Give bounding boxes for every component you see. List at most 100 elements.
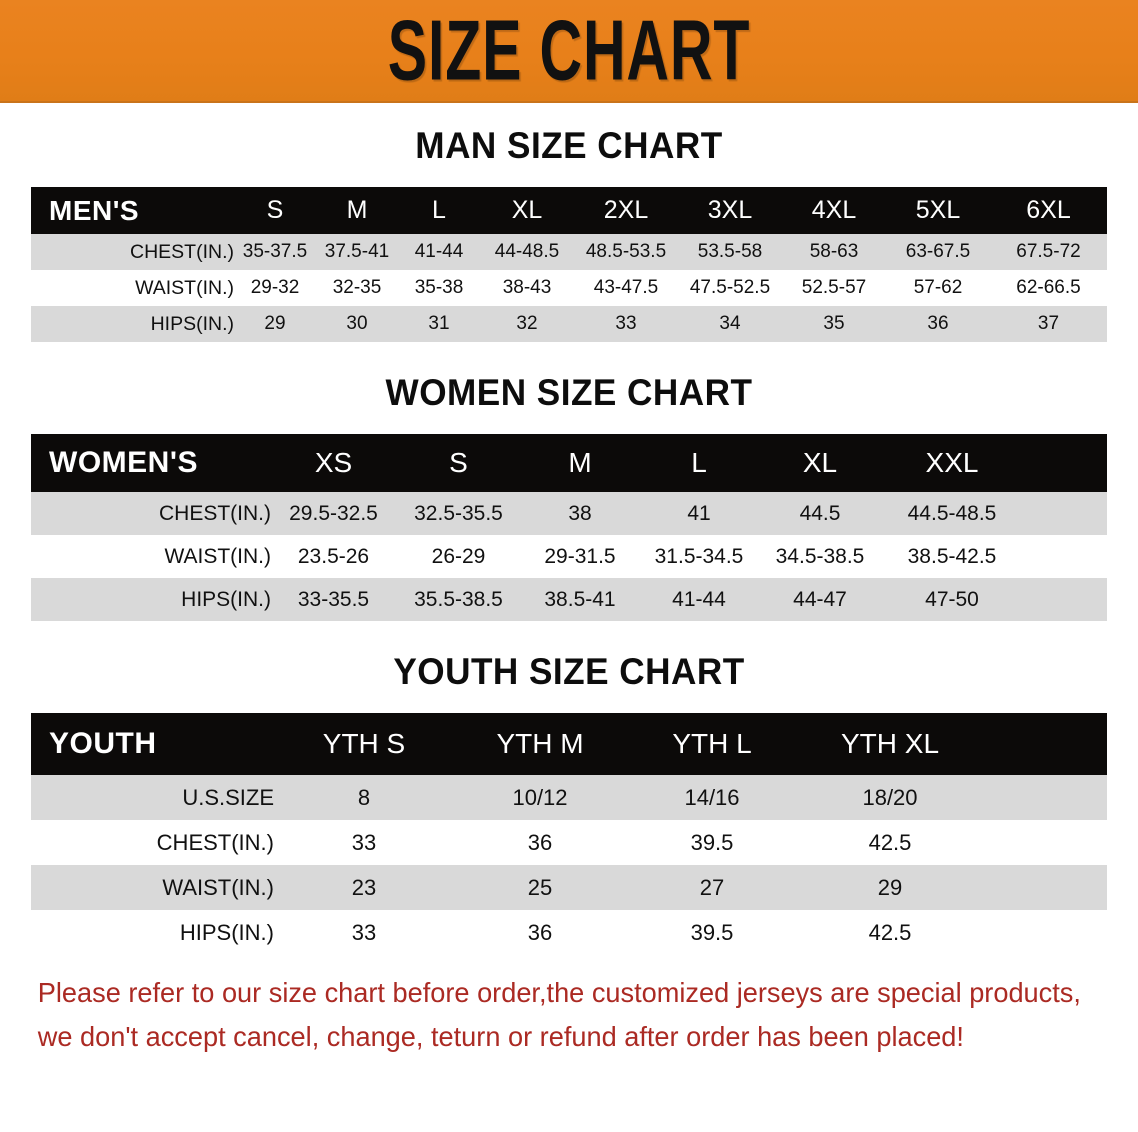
man-waist-m: 32-35 [316, 270, 398, 306]
women-size-header-m: M [521, 434, 639, 492]
man-size-header-xl: XL [480, 187, 574, 234]
man-waist-3xl: 47.5-52.5 [678, 270, 782, 306]
man-section-title: MAN SIZE CHART [415, 125, 723, 166]
table-row: CHEST(IN.) 29.5-32.5 32.5-35.5 38 41 44.… [31, 492, 1107, 535]
youth-ussize-s: 8 [274, 775, 454, 820]
table-row: U.S.SIZE 8 10/12 14/16 18/20 [31, 775, 1107, 820]
man-size-header-3xl: 3XL [678, 187, 782, 234]
man-category-label: MEN'S [31, 187, 234, 234]
youth-hips-s: 33 [274, 910, 454, 955]
table-row: WAIST(IN.) 29-32 32-35 35-38 38-43 43-47… [31, 270, 1107, 306]
youth-size-header-s: YTH S [274, 713, 454, 775]
man-hips-xl: 32 [480, 306, 574, 342]
page-title: SIZE CHART [387, 3, 751, 98]
women-row-label-chest: CHEST(IN.) [31, 492, 271, 535]
women-category-label: WOMEN'S [31, 434, 271, 492]
footer-line-1: Please refer to our size chart before or… [37, 977, 1081, 1008]
man-table-header-row: MEN'S S M L XL 2XL 3XL 4XL 5XL 6XL [31, 187, 1107, 234]
women-hips-xs: 33-35.5 [271, 578, 396, 621]
youth-hips-xl: 42.5 [798, 910, 982, 955]
women-waist-xl: 34.5-38.5 [759, 535, 881, 578]
table-row: HIPS(IN.) 33-35.5 35.5-38.5 38.5-41 41-4… [31, 578, 1107, 621]
man-chest-2xl: 48.5-53.5 [574, 234, 678, 270]
man-row-label-hips: HIPS(IN.) [31, 306, 234, 342]
man-chest-l: 41-44 [398, 234, 480, 270]
youth-row-spacer [982, 820, 1107, 865]
women-waist-xxl: 38.5-42.5 [881, 535, 1023, 578]
women-row-label-hips: HIPS(IN.) [31, 578, 271, 621]
man-chest-xl: 44-48.5 [480, 234, 574, 270]
youth-table-header-row: YOUTH YTH S YTH M YTH L YTH XL [31, 713, 1107, 775]
man-hips-s: 29 [234, 306, 316, 342]
women-chest-m: 38 [521, 492, 639, 535]
man-chest-4xl: 58-63 [782, 234, 886, 270]
man-hips-2xl: 33 [574, 306, 678, 342]
women-chest-xs: 29.5-32.5 [271, 492, 396, 535]
youth-ussize-xl: 18/20 [798, 775, 982, 820]
youth-chest-s: 33 [274, 820, 454, 865]
women-section-title: WOMEN SIZE CHART [385, 372, 753, 413]
women-size-header-xxl: XXL [881, 434, 1023, 492]
youth-header-spacer [982, 713, 1107, 775]
women-row-spacer [1023, 578, 1107, 621]
youth-waist-m: 25 [454, 865, 626, 910]
man-chest-6xl: 67.5-72 [990, 234, 1107, 270]
youth-row-label-us-size: U.S.SIZE [31, 775, 274, 820]
man-hips-m: 30 [316, 306, 398, 342]
women-size-header-l: L [639, 434, 759, 492]
youth-section-title: YOUTH SIZE CHART [393, 651, 745, 692]
man-chest-5xl: 63-67.5 [886, 234, 990, 270]
man-chest-s: 35-37.5 [234, 234, 316, 270]
man-row-label-waist: WAIST(IN.) [31, 270, 234, 306]
youth-row-spacer [982, 775, 1107, 820]
man-chest-m: 37.5-41 [316, 234, 398, 270]
youth-row-label-chest: CHEST(IN.) [31, 820, 274, 865]
youth-hips-m: 36 [454, 910, 626, 955]
women-hips-l: 41-44 [639, 578, 759, 621]
women-waist-l: 31.5-34.5 [639, 535, 759, 578]
youth-ussize-l: 14/16 [626, 775, 798, 820]
youth-row-spacer [982, 910, 1107, 955]
page-banner: SIZE CHART [0, 0, 1138, 103]
youth-chest-m: 36 [454, 820, 626, 865]
youth-chest-l: 39.5 [626, 820, 798, 865]
women-table-header-row: WOMEN'S XS S M L XL XXL [31, 434, 1107, 492]
women-chest-xl: 44.5 [759, 492, 881, 535]
footer-disclaimer: Please refer to our size chart before or… [30, 971, 1081, 1059]
man-waist-6xl: 62-66.5 [990, 270, 1107, 306]
women-hips-s: 35.5-38.5 [396, 578, 521, 621]
man-hips-4xl: 35 [782, 306, 886, 342]
man-hips-l: 31 [398, 306, 480, 342]
women-size-header-s: S [396, 434, 521, 492]
table-row: CHEST(IN.) 33 36 39.5 42.5 [31, 820, 1107, 865]
women-header-spacer [1023, 434, 1107, 492]
man-row-label-chest: CHEST(IN.) [31, 234, 234, 270]
youth-chest-xl: 42.5 [798, 820, 982, 865]
youth-size-header-xl: YTH XL [798, 713, 982, 775]
man-size-header-m: M [316, 187, 398, 234]
table-row: CHEST(IN.) 35-37.5 37.5-41 41-44 44-48.5… [31, 234, 1107, 270]
man-size-header-5xl: 5XL [886, 187, 990, 234]
man-waist-xl: 38-43 [480, 270, 574, 306]
youth-hips-l: 39.5 [626, 910, 798, 955]
women-hips-xxl: 47-50 [881, 578, 1023, 621]
man-size-header-6xl: 6XL [990, 187, 1107, 234]
table-row: WAIST(IN.) 23.5-26 26-29 29-31.5 31.5-34… [31, 535, 1107, 578]
footer-line-2: we don't accept cancel, change, teturn o… [37, 1021, 964, 1052]
women-size-table: WOMEN'S XS S M L XL XXL CHEST(IN.) 29.5-… [31, 434, 1107, 621]
man-waist-2xl: 43-47.5 [574, 270, 678, 306]
table-row: WAIST(IN.) 23 25 27 29 [31, 865, 1107, 910]
man-waist-4xl: 52.5-57 [782, 270, 886, 306]
man-hips-3xl: 34 [678, 306, 782, 342]
youth-size-table: YOUTH YTH S YTH M YTH L YTH XL U.S.SIZE … [31, 713, 1107, 955]
man-hips-5xl: 36 [886, 306, 990, 342]
youth-waist-s: 23 [274, 865, 454, 910]
women-chest-l: 41 [639, 492, 759, 535]
women-size-header-xs: XS [271, 434, 396, 492]
women-waist-xs: 23.5-26 [271, 535, 396, 578]
man-size-header-l: L [398, 187, 480, 234]
women-hips-m: 38.5-41 [521, 578, 639, 621]
youth-ussize-m: 10/12 [454, 775, 626, 820]
youth-waist-l: 27 [626, 865, 798, 910]
man-waist-s: 29-32 [234, 270, 316, 306]
